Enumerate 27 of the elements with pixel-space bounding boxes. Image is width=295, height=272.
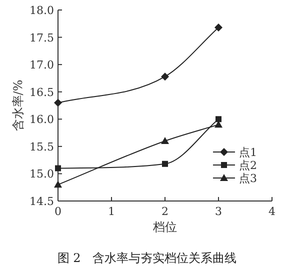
point: [216, 116, 222, 122]
point: [54, 180, 62, 188]
x-tick-label: 4: [268, 205, 276, 218]
legend-label: 点3: [239, 172, 257, 185]
y-tick-label: 17.0: [30, 58, 54, 72]
y-tick-label: 16.5: [30, 86, 54, 99]
x-tick-label: 3: [215, 205, 222, 218]
y-tick-label: 18.0: [30, 4, 54, 17]
y-tick-label: 14.5: [30, 195, 54, 208]
point: [55, 165, 61, 172]
x-axis-title: 档位: [152, 220, 177, 234]
point: [54, 98, 62, 107]
legend-label: 点2: [239, 159, 257, 172]
y-tick-label: 17.5: [30, 31, 54, 44]
text: 图 2 含水率与夯实档位关系曲线: [57, 251, 237, 265]
legend-label: 点1: [239, 146, 257, 159]
y-axis-title: 含水率/%: [11, 80, 25, 132]
y-tick-label: 15.5: [30, 140, 54, 154]
x-tick-label: 1: [108, 205, 115, 218]
point: [161, 136, 169, 144]
x-tick-label: 0: [54, 205, 62, 218]
point: [214, 23, 222, 32]
point: [161, 72, 169, 81]
x-tick-label: 2: [162, 205, 168, 218]
y-tick-label: 16.0: [30, 113, 54, 126]
point: [162, 160, 168, 167]
y-tick-label: 15.0: [30, 168, 54, 181]
